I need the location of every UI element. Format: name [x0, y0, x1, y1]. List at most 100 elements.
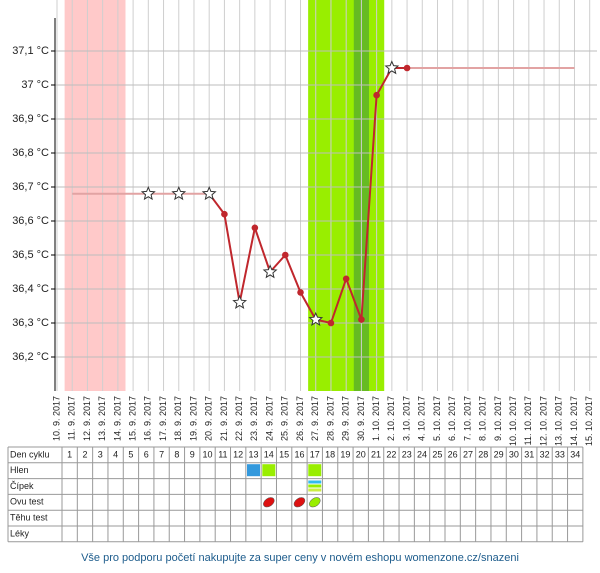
cycle-day: 6: [144, 449, 149, 459]
cycle-day: 8: [174, 449, 179, 459]
cell-mark: [309, 497, 321, 508]
cycle-day: 24: [417, 449, 427, 459]
cycle-day: 16: [294, 449, 304, 459]
temperature-point: [358, 316, 365, 323]
x-tick-label: 12. 10. 2017: [538, 396, 548, 446]
cycle-day: 26: [448, 449, 458, 459]
temperature-line: [208, 67, 408, 325]
x-tick-label: 17. 9. 2017: [158, 396, 168, 441]
temperature-point: [403, 64, 411, 72]
cycle-day: 1: [67, 449, 72, 459]
cycle-day: 33: [555, 449, 565, 459]
cycle-day: 22: [386, 449, 396, 459]
row-label: Léky: [10, 528, 30, 538]
x-tick-label: 14. 9. 2017: [112, 396, 122, 441]
cycle-day: 34: [570, 449, 580, 459]
cell-mark: [293, 497, 306, 508]
x-tick-label: 25. 9. 2017: [280, 396, 290, 441]
cycle-day: 21: [371, 449, 381, 459]
y-tick-label: 36,4 °C: [12, 283, 49, 295]
cycle-day: 23: [402, 449, 412, 459]
x-tick-label: 3. 10. 2017: [401, 396, 411, 441]
cycle-day: 7: [159, 449, 164, 459]
x-tick-label: 16. 9. 2017: [143, 396, 153, 441]
x-tick-label: 15. 9. 2017: [127, 396, 137, 441]
cycle-table: Den cyklu Hlen Čípek Ovu test Těhu test Léky 1…: [7, 446, 584, 543]
x-tick-label: 27. 9. 2017: [310, 396, 320, 441]
excluded-point: [232, 294, 248, 309]
excluded-point: [308, 311, 324, 326]
x-tick-label: 18. 9. 2017: [173, 396, 183, 441]
row-label: Čípek: [10, 481, 34, 491]
x-tick-label: 1. 10. 2017: [371, 396, 381, 441]
cell-mark: [262, 464, 276, 477]
temperature-point: [342, 275, 350, 283]
cell-mark: [308, 464, 322, 477]
excluded-point: [171, 186, 187, 201]
x-tick-label: 12. 9. 2017: [82, 396, 92, 441]
x-tick-label: 8. 10. 2017: [478, 396, 488, 441]
x-tick-label: 21. 9. 2017: [219, 396, 229, 441]
y-tick-label: 36,9 °C: [12, 113, 49, 125]
temperature-point: [282, 251, 289, 259]
x-tick-label: 10. 9. 2017: [51, 396, 61, 441]
temperature-point: [373, 91, 380, 99]
cycle-day: 12: [233, 449, 243, 459]
x-tick-label: 11. 9. 2017: [67, 396, 77, 440]
row-label: Hlen: [10, 465, 29, 475]
x-tick-label: 2. 10. 2017: [386, 396, 396, 441]
phase-band: [64, 0, 126, 391]
cycle-day: 14: [264, 449, 274, 459]
cell-mark: [308, 488, 322, 492]
row-label: Ovu test: [10, 497, 44, 507]
excluded-point: [262, 264, 278, 279]
cycle-day: 32: [540, 449, 550, 459]
cycle-day: 20: [356, 449, 366, 459]
x-tick-label: 4. 10. 2017: [417, 396, 427, 441]
x-tick-label: 14. 10. 2017: [569, 396, 579, 446]
row-label: Těhu test: [10, 512, 48, 522]
y-tick-label: 36,2 °C: [12, 351, 49, 363]
excluded-point: [140, 185, 156, 201]
x-tick-label: 13. 10. 2017: [554, 396, 564, 446]
cycle-day: 4: [113, 449, 118, 459]
cycle-day: 10: [203, 449, 213, 459]
cycle-day: 19: [340, 449, 350, 459]
x-tick-label: 23. 9. 2017: [249, 396, 259, 441]
excluded-point: [384, 60, 400, 75]
cycle-day: 13: [248, 449, 258, 459]
cell-mark: [308, 484, 322, 488]
temperature-point: [251, 224, 259, 232]
cycle-day: 2: [82, 449, 87, 459]
x-tick-label: 6. 10. 2017: [447, 396, 457, 441]
temperature-point: [221, 210, 228, 218]
x-tick-label: 9. 10. 2017: [493, 396, 503, 441]
cell-mark: [308, 480, 322, 484]
x-tick-label: 20. 9. 2017: [204, 396, 214, 441]
cell-mark: [247, 464, 260, 477]
cycle-day: 28: [478, 449, 488, 459]
x-tick-label: 28. 9. 2017: [325, 396, 335, 441]
x-tick-label: 22. 9. 2017: [234, 396, 244, 441]
cycle-day: 29: [494, 449, 504, 459]
cycle-day: 27: [463, 449, 473, 459]
y-tick-label: 36,6 °C: [12, 215, 49, 227]
cycle-day: 11: [218, 449, 227, 459]
footer-link[interactable]: Vše pro podporu početí nakupujte za supe…: [81, 552, 519, 564]
temperature-point: [297, 289, 304, 296]
y-tick-label: 36,8 °C: [12, 147, 49, 159]
x-tick-label: 30. 9. 2017: [356, 396, 366, 441]
cycle-day: 3: [98, 449, 103, 459]
cycle-day: 9: [190, 449, 195, 459]
y-tick-label: 36,3 °C: [12, 317, 49, 329]
x-tick-label: 29. 9. 2017: [341, 396, 351, 441]
cycle-day: 30: [509, 449, 519, 459]
x-tick-label: 26. 9. 2017: [295, 396, 305, 441]
x-tick-label: 11. 10. 2017: [523, 396, 533, 445]
x-tick-label: 24. 9. 2017: [264, 396, 274, 441]
y-tick-label: 36,7 °C: [12, 181, 49, 193]
cell-mark: [263, 497, 275, 508]
cycle-day: 5: [128, 449, 133, 459]
x-tick-label: 15. 10. 2017: [584, 396, 594, 446]
